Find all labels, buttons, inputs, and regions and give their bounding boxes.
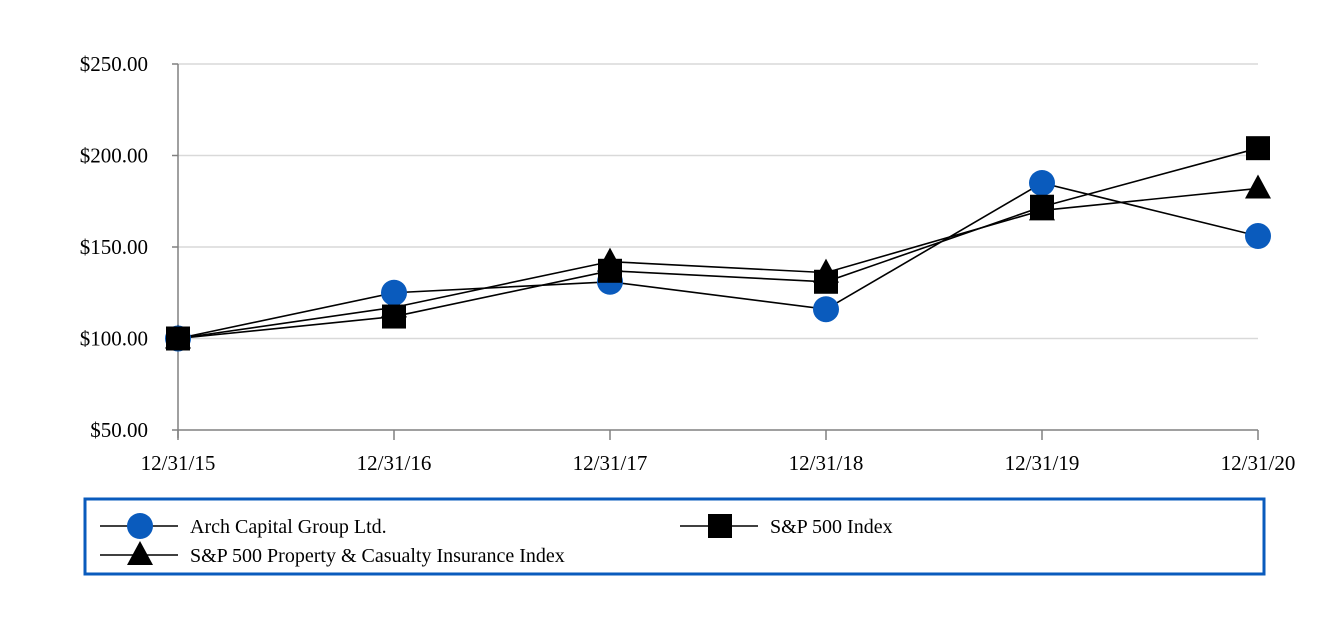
data-point-square	[1030, 194, 1054, 219]
y-tick-label: $100.00	[80, 327, 148, 351]
series-line-2	[177, 187, 1259, 340]
legend-box	[83, 497, 1266, 576]
y-tick-label: $50.00	[90, 418, 148, 442]
x-tick-label: 12/31/20	[1221, 451, 1296, 475]
y-tick-label: $150.00	[80, 235, 148, 259]
data-point-square	[598, 258, 622, 283]
legend-marker-circle	[127, 513, 153, 539]
legend-item: S&P 500 Property & Casualty Insurance In…	[100, 541, 565, 567]
axes	[172, 63, 1259, 440]
y-tick-labels: $50.00 $100.00 $150.00 $200.00 $250.00	[80, 52, 148, 442]
series-line-0	[177, 182, 1259, 340]
data-point-square	[382, 304, 406, 329]
data-point-circle	[381, 279, 407, 306]
series-markers	[165, 136, 1271, 352]
legend-label: S&P 500 Index	[770, 516, 893, 538]
legend-marker-triangle	[127, 541, 153, 565]
x-tick-labels: 12/31/15 12/31/16 12/31/17 12/31/18 12/31/19…	[141, 451, 1296, 475]
data-point-circle	[1029, 169, 1055, 196]
data-point-square	[166, 326, 190, 351]
y-tick-label: $250.00	[80, 52, 148, 76]
legend-label: Arch Capital Group Ltd.	[190, 516, 387, 538]
x-tick-label: 12/31/17	[573, 451, 648, 475]
gridlines	[178, 63, 1258, 340]
legend-item: Arch Capital Group Ltd.	[100, 513, 387, 539]
x-tick-label: 12/31/15	[141, 451, 216, 475]
x-tick-label: 12/31/18	[789, 451, 864, 475]
data-point-square	[1246, 136, 1270, 161]
data-point-triangle	[1245, 174, 1271, 199]
data-point-circle	[1245, 223, 1271, 250]
data-point-square	[814, 269, 838, 294]
data-point-circle	[813, 296, 839, 323]
y-tick-label: $200.00	[80, 144, 148, 168]
series-line-1	[177, 147, 1259, 340]
x-tick-label: 12/31/19	[1005, 451, 1080, 475]
legend-item: S&P 500 Index	[680, 514, 893, 538]
legend-label: S&P 500 Property & Casualty Insurance In…	[190, 545, 565, 567]
legend: Arch Capital Group Ltd. S&P 500 Index S&P …	[83, 497, 1266, 576]
x-tick-label: 12/31/16	[357, 451, 432, 475]
series-lines	[177, 147, 1259, 340]
legend-marker-square	[708, 514, 732, 538]
